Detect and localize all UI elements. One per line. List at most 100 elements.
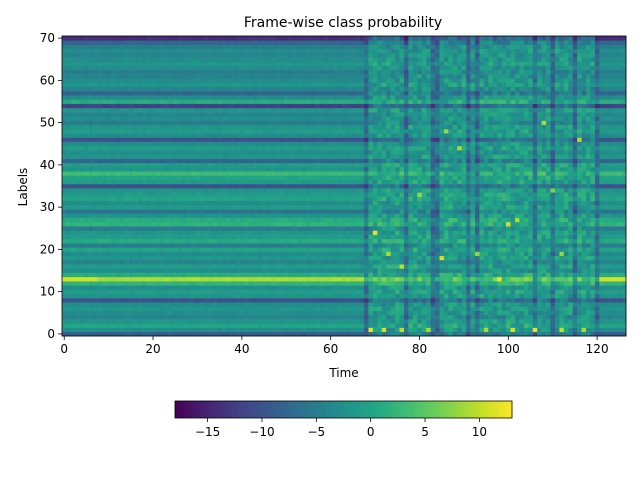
heatmap-cell [212, 188, 218, 193]
heatmap-cell [217, 331, 223, 337]
heatmap-cell [381, 314, 387, 320]
heatmap-cell [435, 293, 440, 299]
heatmap-cell [217, 166, 223, 172]
heatmap-cell [603, 226, 609, 231]
heatmap-cell [395, 188, 400, 193]
heatmap-cell [212, 289, 218, 295]
heatmap-cell [608, 183, 613, 189]
heatmap-cell [101, 166, 107, 172]
heatmap-cell [554, 221, 560, 227]
heatmap-cell [337, 327, 343, 333]
heatmap-cell [190, 264, 196, 269]
heatmap-cell [141, 175, 147, 180]
heatmap-cell [546, 217, 551, 223]
heatmap-cell [226, 331, 232, 337]
heatmap-cell [284, 221, 289, 227]
heatmap-cell [479, 297, 485, 303]
heatmap-cell [599, 272, 605, 278]
heatmap-cell [239, 259, 245, 265]
heatmap-cell [128, 302, 134, 307]
heatmap-cell [97, 243, 103, 248]
heatmap-cell [363, 192, 369, 197]
heatmap-cell [599, 297, 605, 303]
heatmap-cell [110, 276, 116, 282]
heatmap-cell [173, 293, 178, 299]
heatmap-cell [541, 327, 547, 333]
heatmap-cell [97, 230, 103, 235]
heatmap-cell [257, 230, 263, 235]
heatmap-cell [292, 175, 298, 180]
heatmap-cell [101, 255, 107, 261]
heatmap-cell [288, 272, 294, 278]
heatmap-cell [93, 205, 98, 210]
heatmap-cell [195, 179, 200, 185]
heatmap-cell [403, 310, 409, 316]
heatmap-cell [350, 217, 356, 223]
heatmap-cell [181, 310, 187, 316]
heatmap-cell [523, 226, 529, 231]
heatmap-cell [141, 234, 147, 240]
heatmap-cell [399, 264, 405, 269]
heatmap-cell [386, 255, 391, 261]
heatmap-cell [372, 183, 378, 189]
heatmap-cell [599, 255, 605, 261]
heatmap-cell [372, 234, 378, 240]
heatmap-cell [612, 314, 618, 320]
heatmap-cell [88, 209, 94, 214]
heatmap-cell [426, 247, 431, 252]
heatmap-cell [572, 293, 578, 299]
heatmap-cell [617, 289, 622, 295]
heatmap-cell [230, 221, 236, 227]
heatmap-cell [164, 281, 169, 286]
heatmap-cell [497, 314, 502, 320]
heatmap-cell [581, 314, 587, 320]
heatmap-cell [159, 306, 165, 311]
heatmap-cell [603, 188, 609, 193]
heatmap-cell [301, 255, 307, 261]
heatmap-cell [381, 323, 387, 328]
heatmap-cell [141, 188, 147, 193]
heatmap-cell [532, 183, 538, 189]
heatmap-cell [266, 200, 272, 206]
heatmap-cell [337, 175, 343, 180]
heatmap-cell [115, 179, 121, 185]
heatmap-cell [275, 205, 280, 210]
heatmap-cell [368, 213, 374, 218]
heatmap-cell [70, 323, 76, 328]
heatmap-cell [248, 243, 254, 248]
heatmap-cell [212, 238, 218, 244]
heatmap-cell [386, 276, 391, 282]
heatmap-cell [377, 226, 383, 231]
heatmap-cell [452, 323, 458, 328]
heatmap-cell [523, 323, 529, 328]
heatmap-cell [150, 314, 156, 320]
heatmap-cell [546, 230, 551, 235]
heatmap-cell [492, 175, 498, 180]
heatmap-cell [528, 319, 534, 324]
heatmap-cell [297, 310, 303, 316]
heatmap-cell [297, 238, 303, 244]
heatmap-cell [568, 281, 574, 286]
heatmap-cell [155, 310, 160, 316]
heatmap-cell [514, 255, 520, 261]
heatmap-cell [301, 310, 307, 316]
heatmap-cell [124, 285, 129, 290]
heatmap-cell [537, 179, 542, 185]
heatmap-cell [270, 293, 276, 299]
heatmap-cell [390, 192, 396, 197]
heatmap-cell [537, 230, 542, 235]
heatmap-cell [537, 238, 542, 244]
heatmap-cell [292, 179, 298, 185]
heatmap-cell [244, 297, 249, 303]
heatmap-cell [226, 209, 232, 214]
heatmap-cell [417, 213, 423, 218]
heatmap-cell [332, 238, 338, 244]
heatmap-cell [466, 251, 471, 257]
heatmap-cell [88, 331, 94, 337]
heatmap-cell [435, 243, 440, 248]
heatmap-cell [133, 255, 138, 261]
heatmap-cell [377, 205, 383, 210]
heatmap-cell [528, 171, 534, 176]
heatmap-cell [381, 272, 387, 278]
heatmap-cell [235, 255, 240, 261]
